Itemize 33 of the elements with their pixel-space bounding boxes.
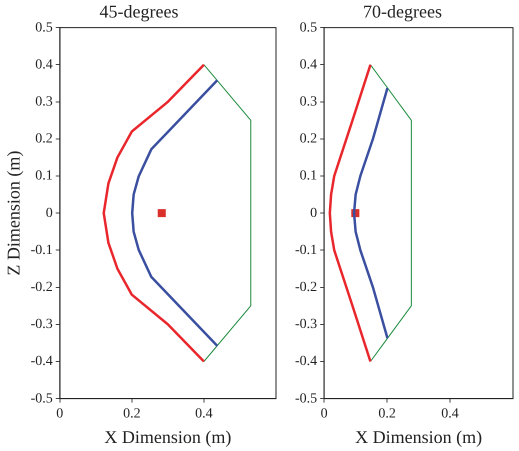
y-tick-label: -0.5 — [294, 391, 318, 406]
x-tick-label: 0 — [56, 406, 64, 422]
y-tick-label: -0.2 — [294, 280, 318, 295]
y-tick-label: -0.2 — [30, 280, 53, 295]
y-tick-label: 0.3 — [35, 94, 53, 110]
y-tick-label: 0.5 — [35, 20, 53, 36]
y-tick-label: 0.3 — [300, 94, 318, 110]
y-tick-label: 0.4 — [35, 57, 53, 72]
y-tick-label: -0.4 — [294, 354, 318, 370]
y-axis-title: Z Dimension (m) — [4, 150, 24, 276]
y-tick-label: 0 — [46, 206, 53, 221]
y-tick-label: 0.2 — [300, 132, 318, 147]
y-tick-label: -0.4 — [30, 354, 53, 370]
y-tick-label: 0.5 — [300, 20, 318, 36]
x-axis-title: X Dimension (m) — [355, 426, 482, 447]
x-tick-label: 0.2 — [123, 406, 141, 422]
chart-title: 70-degrees — [363, 2, 442, 22]
y-tick-label: -0.3 — [294, 317, 318, 332]
y-tick-label: 0.1 — [300, 168, 318, 184]
x-axis-title: X Dimension (m) — [104, 426, 232, 447]
y-tick-label: -0.3 — [30, 317, 53, 332]
y-tick-label: 0.2 — [35, 132, 53, 147]
x-tick-label: 0.4 — [195, 406, 213, 422]
chart-title: 45-degrees — [100, 2, 178, 22]
y-tick-label: -0.1 — [30, 242, 53, 258]
y-tick-label: -0.5 — [30, 391, 53, 406]
x-tick-label: 0.2 — [378, 406, 396, 422]
x-tick-label: 0 — [320, 406, 328, 422]
x-tick-label: 0.4 — [441, 406, 459, 422]
y-tick-label: -0.1 — [294, 242, 318, 258]
y-tick-label: 0.4 — [300, 57, 318, 72]
y-tick-label: 0 — [310, 206, 318, 221]
y-tick-label: 0.1 — [35, 168, 53, 184]
